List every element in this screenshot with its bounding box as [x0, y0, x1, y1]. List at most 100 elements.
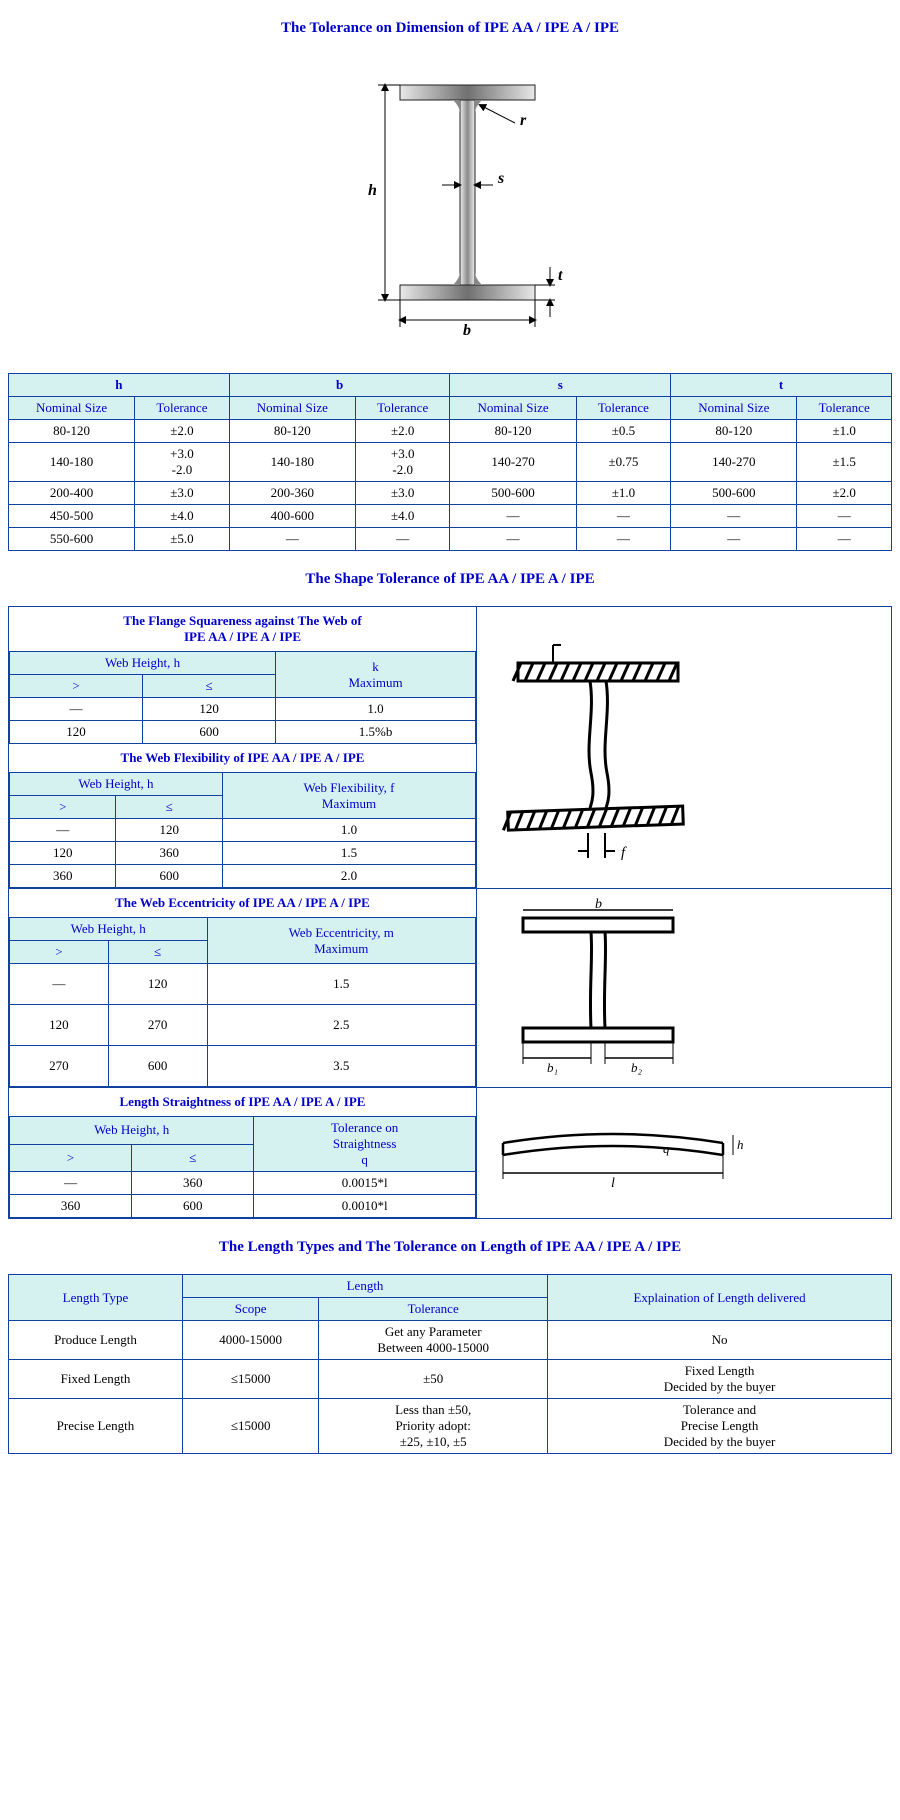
- dim-cell: ±1.0: [797, 420, 892, 443]
- len-cell: No: [548, 1321, 892, 1360]
- shape-col-header: Web Height, h: [10, 773, 223, 796]
- shape-cell: 360: [116, 842, 223, 865]
- shape-cell: 120: [143, 698, 276, 721]
- len-subheader: Scope: [182, 1298, 318, 1321]
- shape-sub: >: [10, 675, 143, 698]
- dim-group-header: t: [671, 374, 892, 397]
- shape-sub: >: [10, 1144, 132, 1172]
- svg-text:h: h: [737, 1137, 743, 1152]
- shape-cell: 120: [116, 819, 223, 842]
- shape-sub: ≤: [132, 1144, 254, 1172]
- dim-cell: ±4.0: [135, 505, 230, 528]
- shape-cell: 120: [108, 964, 207, 1005]
- shape-sub: ≤: [108, 941, 207, 964]
- len-cell: ≤15000: [182, 1399, 318, 1454]
- shape-cell: 120: [10, 842, 116, 865]
- dim-group-header: s: [450, 374, 671, 397]
- svg-text:h: h: [368, 182, 377, 199]
- len-cell: Tolerance andPrecise LengthDecided by th…: [548, 1399, 892, 1454]
- dim-subheader: Nominal Size: [229, 397, 355, 420]
- shape-cell: 120: [10, 1005, 109, 1046]
- dim-cell: 200-360: [229, 482, 355, 505]
- shape-cell: 270: [108, 1005, 207, 1046]
- svg-text:b₂: b₂: [631, 1060, 643, 1075]
- shape-col-header: Web Height, h: [10, 1117, 254, 1145]
- len-cell: Get any ParameterBetween 4000-15000: [319, 1321, 548, 1360]
- svg-text:q: q: [663, 1141, 670, 1156]
- shape-cell: 1.5: [223, 842, 476, 865]
- shape-cell: 120: [10, 721, 143, 744]
- dim-subheader: Nominal Size: [9, 397, 135, 420]
- dim-cell: +3.0-2.0: [355, 443, 450, 482]
- svg-text:l: l: [611, 1176, 615, 1191]
- shape-cell: 2.5: [207, 1005, 475, 1046]
- shape-section-title: Length Straightness of IPE AA / IPE A / …: [10, 1088, 476, 1117]
- dim-cell: 200-400: [9, 482, 135, 505]
- dim-cell: 80-120: [229, 420, 355, 443]
- len-cell: Fixed Length: [9, 1360, 183, 1399]
- len-cell: 4000-15000: [182, 1321, 318, 1360]
- shape-cell: 600: [116, 865, 223, 888]
- shape-section-title: The Web Flexibility of IPE AA / IPE A / …: [10, 744, 476, 773]
- dim-cell: ±1.0: [576, 482, 671, 505]
- shape-section-title: The Web Eccentricity of IPE AA / IPE A /…: [10, 889, 476, 918]
- shape-col-header: kMaximum: [276, 652, 476, 698]
- dim-subheader: Nominal Size: [671, 397, 797, 420]
- shape-cell: 1.0: [223, 819, 476, 842]
- dim-cell: 500-600: [671, 482, 797, 505]
- dim-cell: 140-180: [9, 443, 135, 482]
- dim-cell: 140-180: [229, 443, 355, 482]
- dim-cell: —: [450, 505, 576, 528]
- dim-cell: —: [797, 505, 892, 528]
- dim-cell: ±3.0: [355, 482, 450, 505]
- dimension-tolerance-table: hbstNominal SizeToleranceNominal SizeTol…: [8, 373, 892, 551]
- len-cell: ±50: [319, 1360, 548, 1399]
- shape-sub: ≤: [143, 675, 276, 698]
- dim-cell: 80-120: [450, 420, 576, 443]
- dim-cell: ±5.0: [135, 528, 230, 551]
- dim-group-header: b: [229, 374, 450, 397]
- dim-cell: —: [671, 505, 797, 528]
- shape-col-header: Web Flexibility, fMaximum: [223, 773, 476, 819]
- dim-subheader: Tolerance: [135, 397, 230, 420]
- shape-col-header: Web Height, h: [10, 652, 276, 675]
- shape-cell: —: [10, 819, 116, 842]
- svg-text:b: b: [463, 322, 471, 339]
- dim-cell: 80-120: [9, 420, 135, 443]
- dim-cell: ±4.0: [355, 505, 450, 528]
- shape-cell: 600: [132, 1195, 254, 1218]
- length-title: The Length Types and The Tolerance on Le…: [8, 1239, 892, 1256]
- dim-cell: ±0.75: [576, 443, 671, 482]
- dim-cell: —: [450, 528, 576, 551]
- len-header: Length Type: [9, 1275, 183, 1321]
- dim-cell: 140-270: [450, 443, 576, 482]
- len-cell: Precise Length: [9, 1399, 183, 1454]
- dim-subheader: Tolerance: [797, 397, 892, 420]
- len-subheader: Tolerance: [319, 1298, 548, 1321]
- dim-cell: —: [355, 528, 450, 551]
- svg-text:s: s: [497, 170, 504, 187]
- dim-cell: 140-270: [671, 443, 797, 482]
- shape-cell: 1.0: [276, 698, 476, 721]
- len-header: Length: [182, 1275, 547, 1298]
- shape-cell: 2.0: [223, 865, 476, 888]
- dim-cell: ±2.0: [355, 420, 450, 443]
- shape-cell: 360: [10, 1195, 132, 1218]
- shape-figure-eccentricity: b b₁ b₂: [476, 889, 891, 1088]
- dim-cell: ±2.0: [135, 420, 230, 443]
- dim-cell: ±2.0: [797, 482, 892, 505]
- shape-cell: —: [10, 698, 143, 721]
- dim-cell: —: [797, 528, 892, 551]
- dim-cell: ±0.5: [576, 420, 671, 443]
- shape-col-header: Tolerance onStraightnessq: [254, 1117, 476, 1172]
- dim-cell: —: [576, 528, 671, 551]
- dim-cell: +3.0-2.0: [135, 443, 230, 482]
- dim-cell: ±3.0: [135, 482, 230, 505]
- shape-col-header: Web Height, h: [10, 918, 208, 941]
- shape-title: The Shape Tolerance of IPE AA / IPE A / …: [8, 571, 892, 588]
- shape-cell: —: [10, 964, 109, 1005]
- dim-cell: ±1.5: [797, 443, 892, 482]
- dim-cell: 450-500: [9, 505, 135, 528]
- len-header: Explaination of Length delivered: [548, 1275, 892, 1321]
- shape-cell: —: [10, 1172, 132, 1195]
